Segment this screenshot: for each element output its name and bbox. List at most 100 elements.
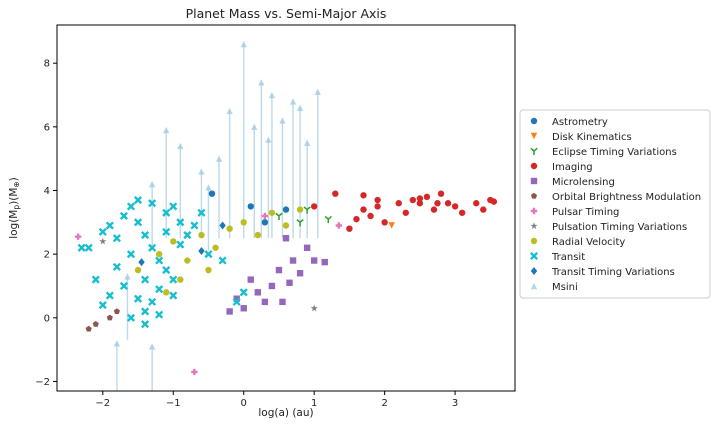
legend-marker: [530, 237, 538, 245]
data-point: [381, 219, 388, 226]
data-point: [314, 88, 321, 96]
x-tick-label: −2: [95, 398, 110, 409]
data-point: [84, 243, 93, 252]
data-point: [268, 91, 276, 99]
data-point: [226, 225, 233, 232]
data-point: [303, 139, 311, 146]
data-point: [430, 206, 438, 213]
legend-marker: [530, 162, 538, 170]
legend-marker: [530, 222, 538, 230]
legend-label: Transit Timing Variations: [551, 267, 675, 278]
data-point: [177, 276, 184, 283]
legend-marker: [530, 177, 538, 185]
data-point: [346, 225, 353, 232]
data-point: [247, 203, 254, 210]
data-point: [219, 221, 226, 230]
data-point: [208, 190, 216, 197]
data-point: [395, 200, 402, 207]
data-point: [134, 266, 142, 274]
data-point: [141, 275, 150, 284]
data-point: [303, 244, 311, 251]
data-point: [163, 289, 170, 296]
data-point: [310, 257, 318, 264]
chart-title: Planet Mass vs. Semi-Major Axis: [186, 6, 387, 21]
data-point: [124, 273, 131, 280]
data-point: [119, 281, 128, 291]
legend-marker: [529, 251, 539, 261]
series-6: [74, 212, 343, 376]
data-point: [335, 222, 343, 229]
series-9: [77, 195, 248, 329]
data-point: [133, 294, 143, 303]
data-point: [286, 279, 293, 286]
x-tick-label: 1: [311, 398, 317, 409]
data-point: [105, 291, 114, 300]
data-point: [402, 209, 409, 216]
data-point: [99, 237, 107, 245]
data-point: [126, 313, 136, 322]
data-point: [296, 104, 304, 111]
data-point: [423, 193, 431, 201]
data-point: [163, 126, 170, 134]
data-point: [240, 40, 247, 48]
legend-label: Msini: [552, 282, 578, 293]
data-point: [162, 227, 171, 236]
data-point: [119, 211, 128, 221]
data-point: [473, 200, 480, 207]
data-point: [74, 233, 82, 240]
data-point: [279, 298, 286, 306]
data-point: [126, 202, 136, 211]
data-point: [232, 297, 241, 306]
data-point: [148, 343, 156, 350]
data-point: [240, 219, 247, 226]
data-point: [268, 209, 276, 216]
data-point: [261, 219, 269, 226]
data-point: [289, 98, 297, 105]
y-axis-label: log(Mp)(M⊕): [8, 177, 21, 239]
legend-label: Eclipse Timing Variations: [552, 147, 677, 158]
legend-label: Disk Kinematics: [552, 132, 632, 143]
data-point: [113, 340, 121, 347]
series-2: [275, 206, 332, 227]
data-point: [374, 203, 381, 210]
y-axis-label-main: log(M: [8, 210, 20, 239]
msini-limit-lines: [116, 44, 319, 391]
y-tick-label: 6: [44, 122, 50, 133]
y-axis-label-sub1: p: [12, 205, 21, 210]
series-0: [208, 190, 290, 226]
x-tick-label: 0: [241, 398, 247, 409]
data-point: [268, 282, 276, 290]
data-point: [177, 142, 184, 150]
legend-label: Microlensing: [552, 177, 615, 188]
data-point: [451, 203, 459, 210]
ticks-layer: −2 −1 0 1 2 3 −2 0 2 4 6 8: [35, 59, 458, 409]
data-point: [138, 258, 145, 267]
data-point: [198, 246, 205, 255]
legend-label: Radial Velocity: [552, 237, 625, 248]
data-point: [321, 258, 328, 266]
data-point: [282, 206, 290, 213]
data-point: [282, 235, 290, 242]
data-point: [198, 168, 205, 175]
data-point: [258, 79, 265, 86]
data-point: [247, 276, 254, 283]
data-point: [162, 208, 171, 217]
data-point: [490, 198, 498, 205]
data-point: [480, 206, 487, 213]
data-point: [133, 195, 143, 205]
data-point: [169, 291, 178, 300]
data-point: [296, 270, 304, 277]
data-point: [183, 231, 192, 240]
data-point: [296, 206, 304, 213]
x-tick-label: 3: [452, 398, 458, 409]
data-point: [254, 289, 262, 296]
data-point: [204, 250, 213, 259]
data-point: [296, 219, 304, 227]
data-point: [374, 196, 381, 204]
data-point: [205, 266, 212, 274]
data-point: [105, 221, 114, 230]
legend-marker: [530, 117, 538, 125]
data-point: [275, 212, 283, 220]
data-point: [112, 262, 121, 271]
